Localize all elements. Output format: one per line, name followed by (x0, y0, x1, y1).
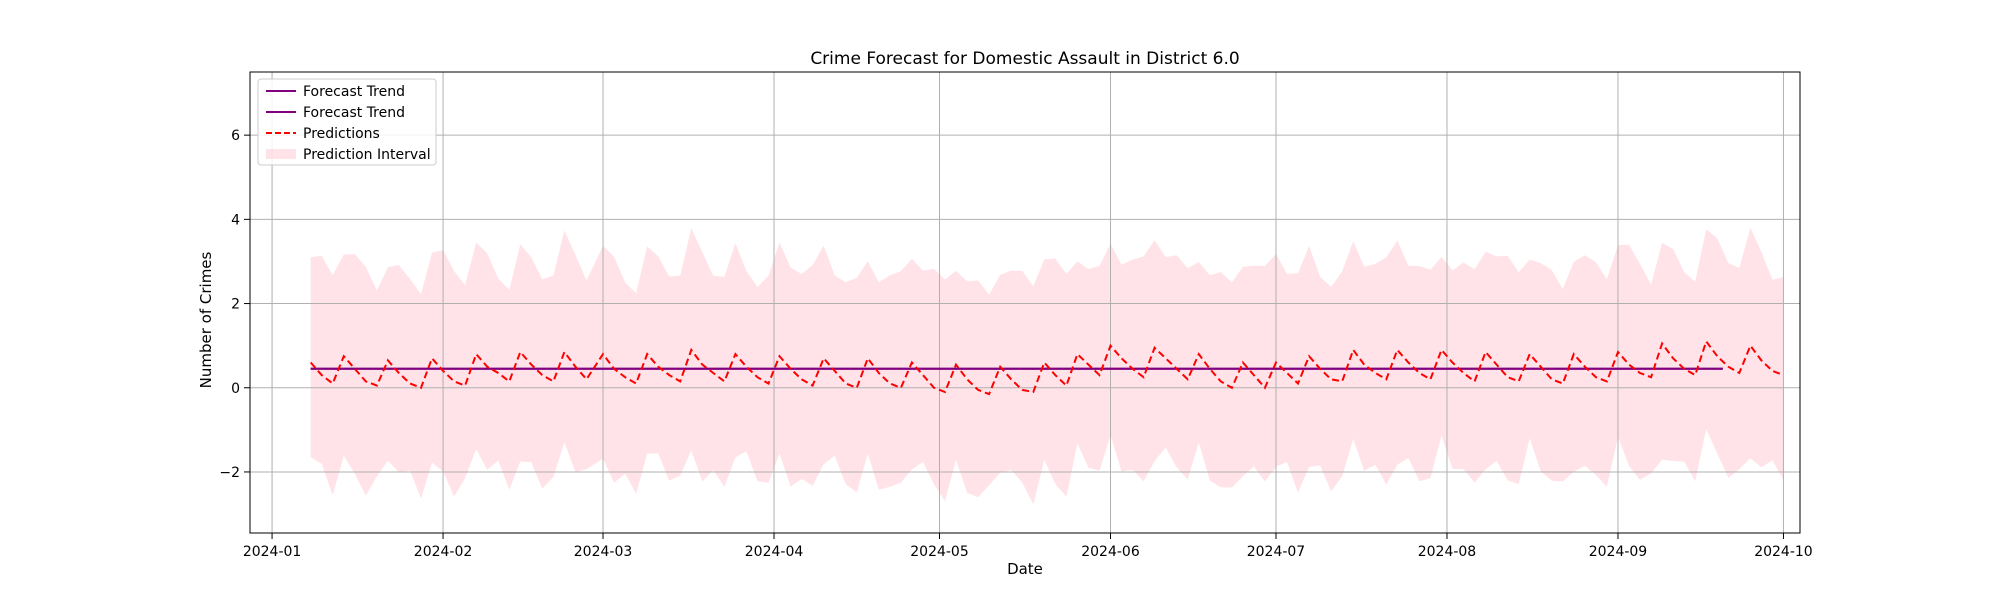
legend-label: Forecast Trend (303, 84, 405, 100)
y-tick-label: 4 (231, 212, 240, 228)
x-tick-label: 2024-04 (745, 544, 804, 560)
y-tick-label: 2 (231, 297, 240, 313)
y-tick-label: 6 (231, 128, 240, 144)
x-tick-label: 2024-05 (910, 544, 969, 560)
predictions-line (309, 339, 1784, 396)
legend-label: Prediction Interval (303, 147, 431, 163)
legend-label: Predictions (303, 126, 380, 142)
plot-area: 2024-01 2024-02 2024-03 2024-04 2024-05 2024-… (219, 71, 1813, 560)
legend-trend: Forecast Trend (266, 105, 405, 121)
x-tick-label: 2024-09 (1589, 544, 1648, 560)
x-tick-label: 2024-10 (1754, 544, 1813, 560)
x-axis-label: Date (1007, 560, 1043, 578)
x-tick-label: 2024-03 (574, 544, 633, 560)
legend-label: Forecast Trend (303, 105, 405, 121)
y-tick-label: −2 (219, 465, 240, 481)
axes-frame (249, 71, 1801, 534)
x-tick-label: 2024-02 (414, 544, 473, 560)
chart-title: Crime Forecast for Domestic Assault in D… (810, 49, 1239, 69)
legend-interval: Prediction Interval (266, 147, 431, 163)
y-tick-label: 0 (231, 381, 240, 397)
x-tick-label: 2024-06 (1081, 544, 1140, 560)
y-axis-label: Number of Crimes (197, 251, 215, 388)
legend-box (257, 78, 437, 166)
legend-actual: Forecast Trend (266, 84, 405, 100)
legend-swatch (266, 149, 296, 159)
x-tick-label: 2024-07 (1247, 544, 1306, 560)
x-tick-label: 2024-01 (243, 544, 302, 560)
legend-predictions: Predictions (266, 126, 380, 142)
legend: Forecast Trend Forecast Trend Predictions P… (257, 78, 437, 166)
x-tick-label: 2024-08 (1418, 544, 1477, 560)
